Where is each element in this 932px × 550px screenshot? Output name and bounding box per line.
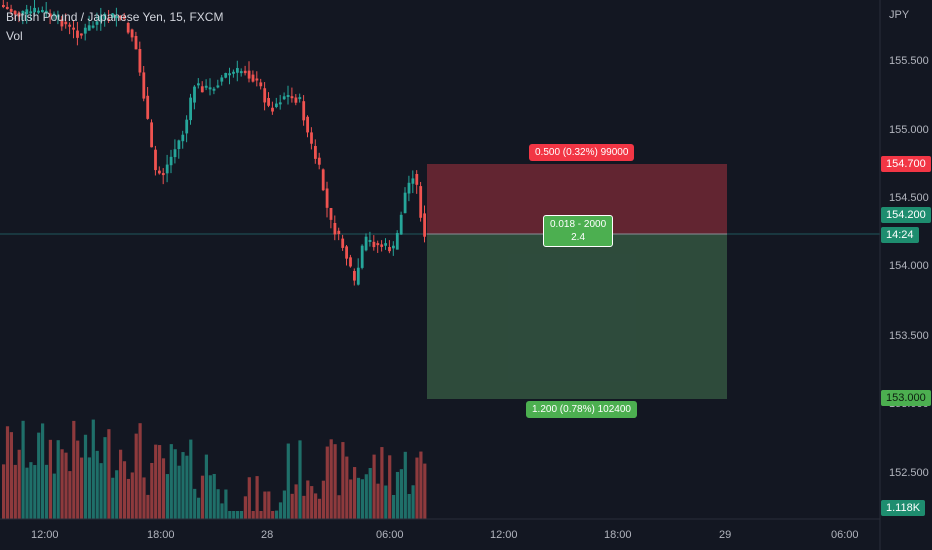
price-axis-label: 154.000 <box>889 260 929 272</box>
chart-legend: British Pound / Japanese Yen, 15, FXCM V… <box>6 10 223 43</box>
time-axis-label: 12:00 <box>31 529 59 541</box>
candlesticks <box>2 0 426 286</box>
take-profit-label[interactable]: 1.200 (0.78%) 102400 <box>526 401 637 418</box>
position-center-label[interactable]: 0.018 - 2000 2.4 <box>543 215 614 247</box>
time-axis-label: 06:00 <box>376 529 404 541</box>
price-axis-label: 155.000 <box>889 124 929 136</box>
time-axis-label: 18:00 <box>604 529 632 541</box>
symbol-title: British Pound / Japanese Yen, 15, FXCM <box>6 10 224 24</box>
price-axis-label: 152.500 <box>889 467 929 479</box>
current-price-tag: 154.200 <box>881 207 931 223</box>
time-axis-label: 28 <box>261 529 274 541</box>
target-price-tag: 153.000 <box>881 390 931 406</box>
time-axis-label: 12:00 <box>490 529 518 541</box>
time-axis-label: 29 <box>719 529 732 541</box>
currency-label: JPY <box>889 9 910 21</box>
risk-reward-ratio: 2.4 <box>571 232 586 243</box>
countdown-tag: 14:24 <box>881 227 919 243</box>
stop-price-tag: 154.700 <box>881 156 931 172</box>
price-axis-label: 154.500 <box>889 192 929 204</box>
price-axis-label: 153.500 <box>889 330 929 342</box>
volume-indicator-label: Vol <box>6 29 23 43</box>
time-axis-label: 06:00 <box>831 529 859 541</box>
price-axis-label: 155.500 <box>889 55 929 67</box>
take-profit-zone <box>427 234 727 399</box>
volume-bars <box>2 419 427 519</box>
stop-loss-label[interactable]: 0.500 (0.32%) 99000 <box>529 144 635 161</box>
volume-tag: 1.118K <box>881 500 926 516</box>
time-axis-label: 18:00 <box>147 529 175 541</box>
risk-reward-values: 0.018 - 2000 <box>550 219 607 230</box>
